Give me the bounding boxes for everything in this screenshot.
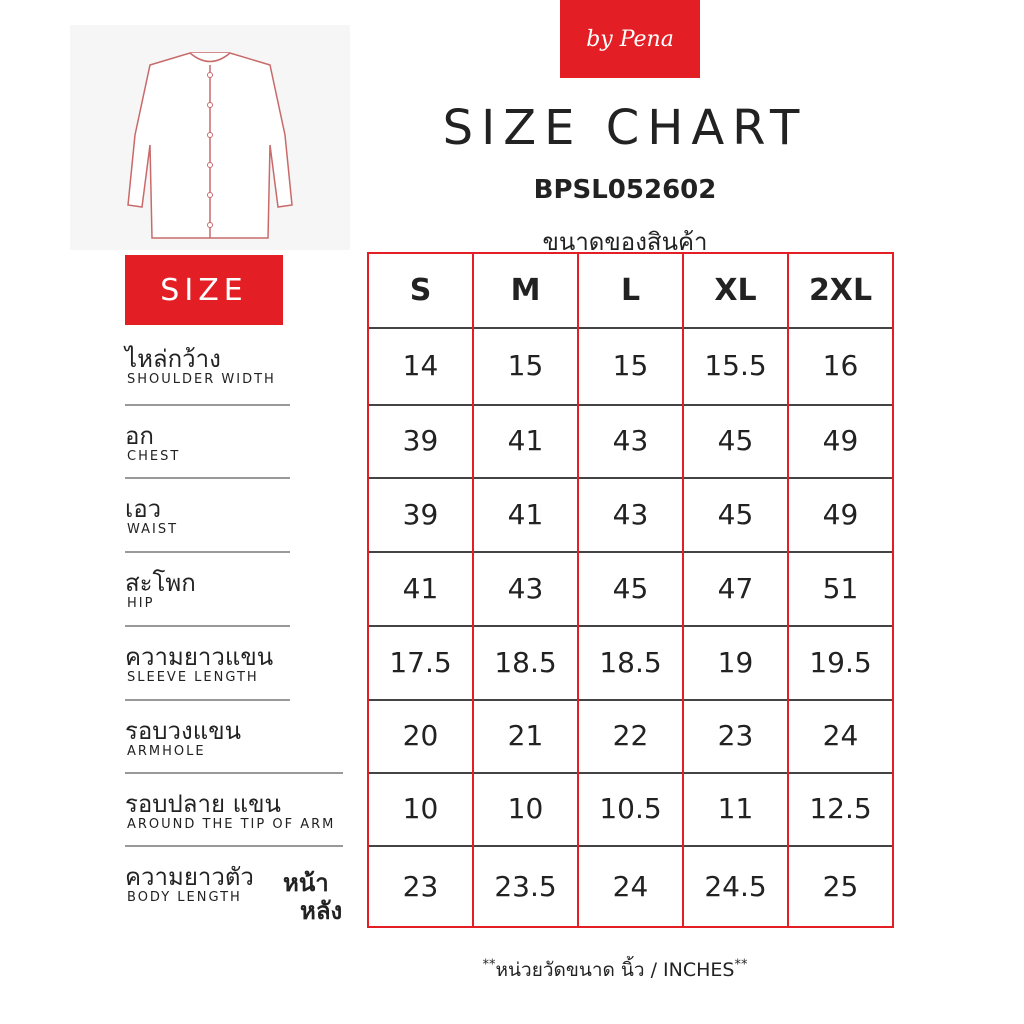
cell: 10 <box>507 792 544 825</box>
column-header: M <box>510 272 541 308</box>
cell: 23 <box>717 719 754 752</box>
cell: 45 <box>612 571 649 605</box>
cell: 43 <box>612 497 649 531</box>
row-line <box>368 477 893 479</box>
separator <box>125 625 290 627</box>
cell: 49 <box>822 424 859 457</box>
row-label-thai: เอว <box>125 495 162 523</box>
separator <box>125 404 290 406</box>
row-label-english: CHEST <box>127 449 181 464</box>
row-label-english: WAIST <box>127 522 179 537</box>
row-label-english: SLEEVE LENGTH <box>127 670 259 685</box>
row-line <box>368 845 893 847</box>
table-border <box>367 252 894 928</box>
row-line <box>368 625 893 627</box>
cell: 39 <box>402 424 439 457</box>
column-line <box>787 253 789 927</box>
cell: 45 <box>717 424 754 457</box>
cell: 41 <box>507 497 544 531</box>
row-label-thai: รอบปลาย แขน <box>125 790 281 818</box>
shirt-illustration <box>70 25 350 250</box>
row-label-thai: อก <box>125 422 154 450</box>
cell: 14 <box>402 349 439 382</box>
cell: 51 <box>822 571 859 605</box>
row-label-thai: ความยาวตัว <box>125 863 254 891</box>
separator <box>125 845 343 847</box>
cell: 10 <box>402 792 439 825</box>
cell: 22 <box>612 719 649 752</box>
cell: 19 <box>717 645 754 679</box>
footer-mark: ** <box>482 957 496 973</box>
cell: 24.5 <box>704 869 767 903</box>
cell: 11 <box>717 792 754 825</box>
row-label-english: ARMHOLE <box>127 744 206 759</box>
row-label-english: HIP <box>127 596 155 611</box>
cell: 15 <box>507 349 544 382</box>
cell: 23 <box>402 869 439 903</box>
row-label-thai: ไหล่กว้าง <box>125 345 221 373</box>
cell: 41 <box>507 424 544 457</box>
separator <box>125 772 343 774</box>
cell: 15 <box>612 349 649 382</box>
cell: 15.5 <box>704 349 767 382</box>
cell: 45 <box>717 497 754 531</box>
separator <box>125 477 290 479</box>
separator <box>125 551 290 553</box>
row-line <box>368 699 893 701</box>
column-line <box>472 253 474 927</box>
column-header: L <box>620 272 641 308</box>
footer: **หน่วยวัดขนาด นิ้ว / INCHES** <box>300 955 930 985</box>
column-line <box>577 253 579 927</box>
cell: 49 <box>822 497 859 531</box>
row-line <box>368 404 893 406</box>
column-line <box>682 253 684 927</box>
brand-logo: by Pena <box>560 0 700 78</box>
row-label-english: SHOULDER WIDTH <box>127 372 276 387</box>
subtitle: ขนาดของสินค้า <box>542 228 708 256</box>
cell: 12.5 <box>809 792 872 825</box>
row-label-thai: สะโพก <box>125 569 196 597</box>
row-label-thai: ความยาวแขน <box>125 643 274 671</box>
row-line <box>368 327 893 329</box>
cell: 23.5 <box>494 869 557 903</box>
cell: 19.5 <box>809 645 872 679</box>
separator <box>125 699 290 701</box>
cell: 43 <box>507 571 544 605</box>
title: SIZE CHART <box>442 100 808 156</box>
cell: 17.5 <box>389 645 452 679</box>
row-note: หน้า <box>283 869 329 897</box>
footer-mark: ** <box>734 957 748 973</box>
cell: 20 <box>402 719 439 752</box>
cell: 18.5 <box>599 645 662 679</box>
cell: 47 <box>717 571 754 605</box>
cell: 16 <box>822 349 859 382</box>
row-label-english: BODY LENGTH <box>127 890 242 905</box>
column-header: 2XL <box>808 272 873 308</box>
cell: 25 <box>822 869 859 903</box>
row-line <box>368 772 893 774</box>
row-label-english: AROUND THE TIP OF ARM <box>127 817 336 832</box>
cell: 24 <box>822 719 859 752</box>
row-line <box>368 551 893 553</box>
cell: 24 <box>612 869 649 903</box>
row-note: หลัง <box>300 897 343 925</box>
cell: 39 <box>402 497 439 531</box>
column-header: XL <box>714 272 757 308</box>
product-code: BPSL052602 <box>533 175 717 205</box>
size-label: SIZE <box>125 255 283 325</box>
column-header: S <box>409 272 432 308</box>
footer-text: หน่วยวัดขนาด นิ้ว / INCHES <box>495 959 735 981</box>
cell: 21 <box>507 719 544 752</box>
cell: 41 <box>402 571 439 605</box>
cell: 43 <box>612 424 649 457</box>
cell: 10.5 <box>599 792 662 825</box>
row-label-thai: รอบวงแขน <box>125 717 242 745</box>
cell: 18.5 <box>494 645 557 679</box>
